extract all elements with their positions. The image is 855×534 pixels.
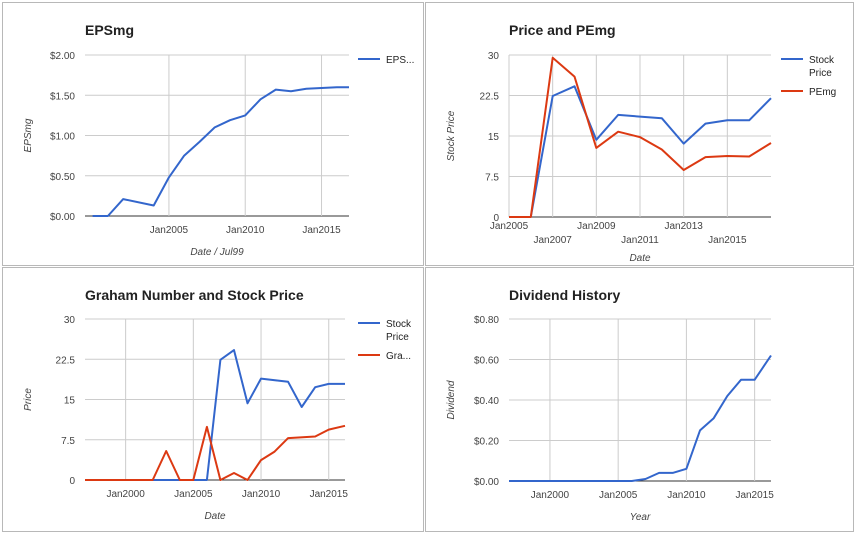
y-tick-label: 30	[64, 315, 76, 326]
x-axis-label: Date / Jul99	[190, 247, 244, 258]
x-axis-label: Year	[630, 512, 651, 523]
x-tick-label: Jan2005	[174, 489, 213, 500]
x-axis-label: Date	[204, 511, 226, 522]
y-tick-label: 15	[488, 132, 500, 143]
y-tick-label: 7.5	[485, 173, 499, 184]
eps-chart-panel: EPSmg $0.00 $0.50 $1.00 $1.50 $2.00 Jan2005 Jan…	[2, 2, 424, 266]
y-tick-label: $0.80	[474, 315, 499, 326]
x-tick-label: Jan2000	[106, 489, 145, 500]
series-line-0	[92, 86, 349, 217]
y-tick-label: $0.00	[474, 477, 499, 488]
x-tick-label: Jan2015	[310, 489, 349, 500]
y-tick-label: $0.50	[50, 172, 75, 183]
price-pe-chart: Price and PEmg 0 7.5 15 22.5 30 Jan2005 Jan2007…	[446, 22, 836, 264]
y-tick-label: 22.5	[56, 355, 76, 366]
series-line-0	[509, 85, 772, 218]
x-tick-label: Jan2015	[708, 235, 747, 246]
x-tick-label: Jan2009	[577, 221, 616, 232]
x-tick-label: Jan2010	[226, 225, 265, 236]
y-tick-label: 22.5	[480, 92, 500, 103]
x-tick-label: Jan2000	[531, 490, 570, 501]
y-axis-label: Stock Price	[446, 110, 457, 161]
y-axis-label: Price	[23, 388, 34, 411]
chart-title: EPSmg	[85, 22, 134, 38]
y-axis-label: EPSmg	[23, 118, 34, 152]
x-tick-label: Jan2010	[242, 489, 281, 500]
graham-chart: Graham Number and Stock Price 0 7.5 15 22.5 3…	[23, 287, 412, 522]
x-axis-label: Date	[629, 253, 651, 264]
series-line-1	[509, 56, 772, 218]
y-tick-label: $0.20	[474, 437, 499, 448]
y-tick-label: 15	[64, 396, 76, 407]
x-tick-label: Jan2011	[621, 235, 659, 246]
y-tick-label: $2.00	[50, 51, 75, 62]
y-tick-label: 30	[488, 51, 500, 62]
x-tick-label: Jan2005	[490, 221, 529, 232]
eps-chart: EPSmg $0.00 $0.50 $1.00 $1.50 $2.00 Jan2005 Jan…	[23, 22, 414, 258]
legend-label: Stock Price	[386, 319, 412, 343]
x-tick-label: Jan2013	[664, 221, 703, 232]
chart-title: Graham Number and Stock Price	[85, 287, 304, 303]
graham-chart-panel: Graham Number and Stock Price 0 7.5 15 22.5 3…	[2, 267, 424, 532]
legend-label: EPS...	[386, 55, 414, 66]
series-line-0	[85, 349, 345, 481]
y-tick-label: $1.00	[50, 132, 75, 143]
series-line-1	[85, 424, 346, 481]
x-tick-label: Jan2005	[599, 490, 638, 501]
y-tick-label: $0.00	[50, 212, 75, 223]
dividend-chart: Dividend History $0.00 $0.20 $0.40 $0.60 $0.8…	[446, 287, 774, 523]
legend-label: Stock Price	[809, 55, 835, 79]
x-tick-label: Jan2015	[302, 225, 341, 236]
y-tick-label: $0.60	[474, 356, 499, 367]
x-tick-label: Jan2007	[533, 235, 572, 246]
y-axis-label: Dividend	[446, 380, 457, 419]
y-tick-label: $0.40	[474, 396, 499, 407]
price-pe-chart-panel: Price and PEmg 0 7.5 15 22.5 30 Jan2005 Jan2007…	[425, 2, 854, 266]
legend-label: Gra...	[386, 351, 411, 362]
y-tick-label: $1.50	[50, 91, 75, 102]
y-tick-label: 0	[69, 476, 75, 487]
x-tick-label: Jan2015	[735, 490, 774, 501]
x-tick-label: Jan2010	[667, 490, 706, 501]
x-tick-label: Jan2005	[150, 225, 189, 236]
y-tick-label: 0	[493, 213, 499, 224]
chart-title: Dividend History	[509, 287, 620, 303]
y-tick-label: 7.5	[61, 436, 75, 447]
series-line-0	[509, 354, 772, 482]
dividend-chart-panel: Dividend History $0.00 $0.20 $0.40 $0.60 $0.8…	[425, 267, 854, 532]
chart-title: Price and PEmg	[509, 22, 616, 38]
legend-label: PEmg	[809, 87, 836, 98]
